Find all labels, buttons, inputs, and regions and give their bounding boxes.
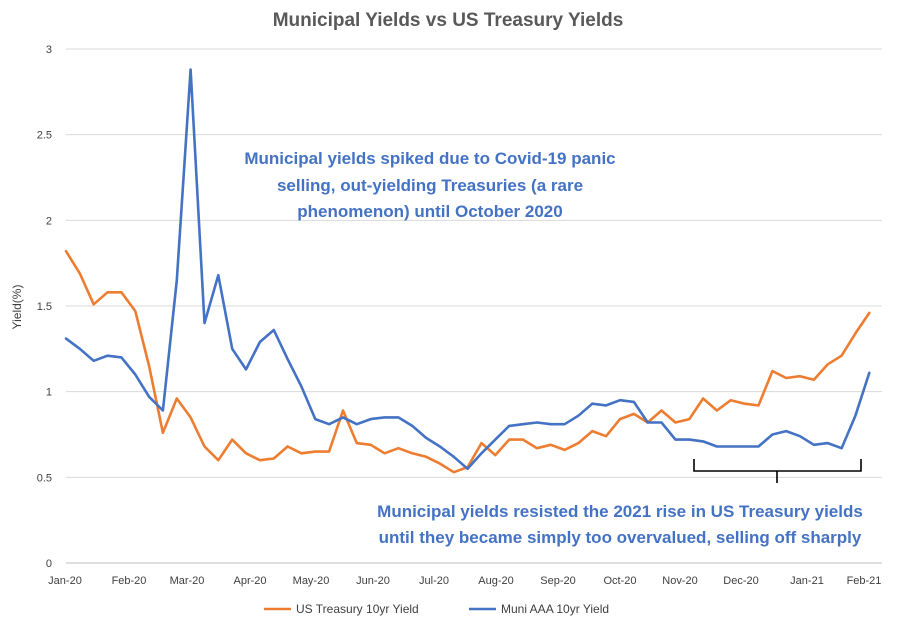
y-tick-label: 2 — [46, 215, 52, 227]
x-tick-label: Jan-21 — [790, 575, 824, 587]
series-lines — [64, 68, 871, 474]
y-tick-label: 1.5 — [37, 301, 52, 313]
x-tick-label: Apr-20 — [233, 575, 266, 587]
legend: US Treasury 10yr Yield Muni AAA 10yr Yie… — [264, 602, 609, 616]
x-tick-label: Mar-20 — [170, 575, 205, 587]
x-tick-label: Jun-20 — [356, 575, 390, 587]
x-tick-label: Nov-20 — [662, 575, 697, 587]
x-tick-label: Dec-20 — [723, 575, 758, 587]
y-axis-label: Yield(%) — [10, 285, 24, 330]
annotation-covid: Municipal yields spiked due to Covid-19 … — [244, 149, 615, 221]
y-axis-ticks: 0 0.5 1 1.5 2 2.5 3 — [37, 44, 52, 570]
annotation-covid-line-2: selling, out-yielding Treasuries (a rare — [277, 176, 583, 195]
y-tick-label: 3 — [46, 44, 52, 56]
series-line-treasury — [64, 249, 871, 474]
annotation-bracket — [693, 459, 862, 483]
annotation-2021-line-1: Municipal yields resisted the 2021 rise … — [377, 502, 863, 521]
y-tick-label: 0.5 — [37, 472, 52, 484]
legend-label-muni: Muni AAA 10yr Yield — [501, 602, 609, 616]
x-tick-label: May-20 — [293, 575, 330, 587]
x-tick-label: Feb-20 — [112, 575, 147, 587]
annotation-2021-line-2: until they became simply too overvalued,… — [379, 528, 862, 547]
x-tick-label: Jan-20 — [48, 575, 82, 587]
y-tick-label: 1 — [46, 387, 52, 399]
annotation-2021: Municipal yields resisted the 2021 rise … — [377, 502, 863, 547]
gridlines — [66, 48, 882, 564]
y-tick-label: 2.5 — [37, 130, 52, 142]
x-tick-label: Oct-20 — [603, 575, 636, 587]
x-tick-label: Sep-20 — [540, 575, 575, 587]
y-tick-label: 0 — [46, 558, 52, 570]
x-tick-label: Feb-21 — [847, 575, 882, 587]
x-tick-label: Jul-20 — [419, 575, 449, 587]
annotation-covid-line-3: phenomenon) until October 2020 — [297, 202, 562, 221]
legend-label-treasury: US Treasury 10yr Yield — [296, 602, 419, 616]
chart-title: Municipal Yields vs US Treasury Yields — [273, 10, 624, 31]
x-tick-label: Aug-20 — [478, 575, 513, 587]
x-axis-ticks: Jan-20 Feb-20 Mar-20 Apr-20 May-20 Jun-20 Jul-… — [48, 575, 881, 587]
annotation-covid-line-1: Municipal yields spiked due to Covid-19 … — [244, 149, 615, 168]
series-line-muni — [64, 68, 871, 471]
